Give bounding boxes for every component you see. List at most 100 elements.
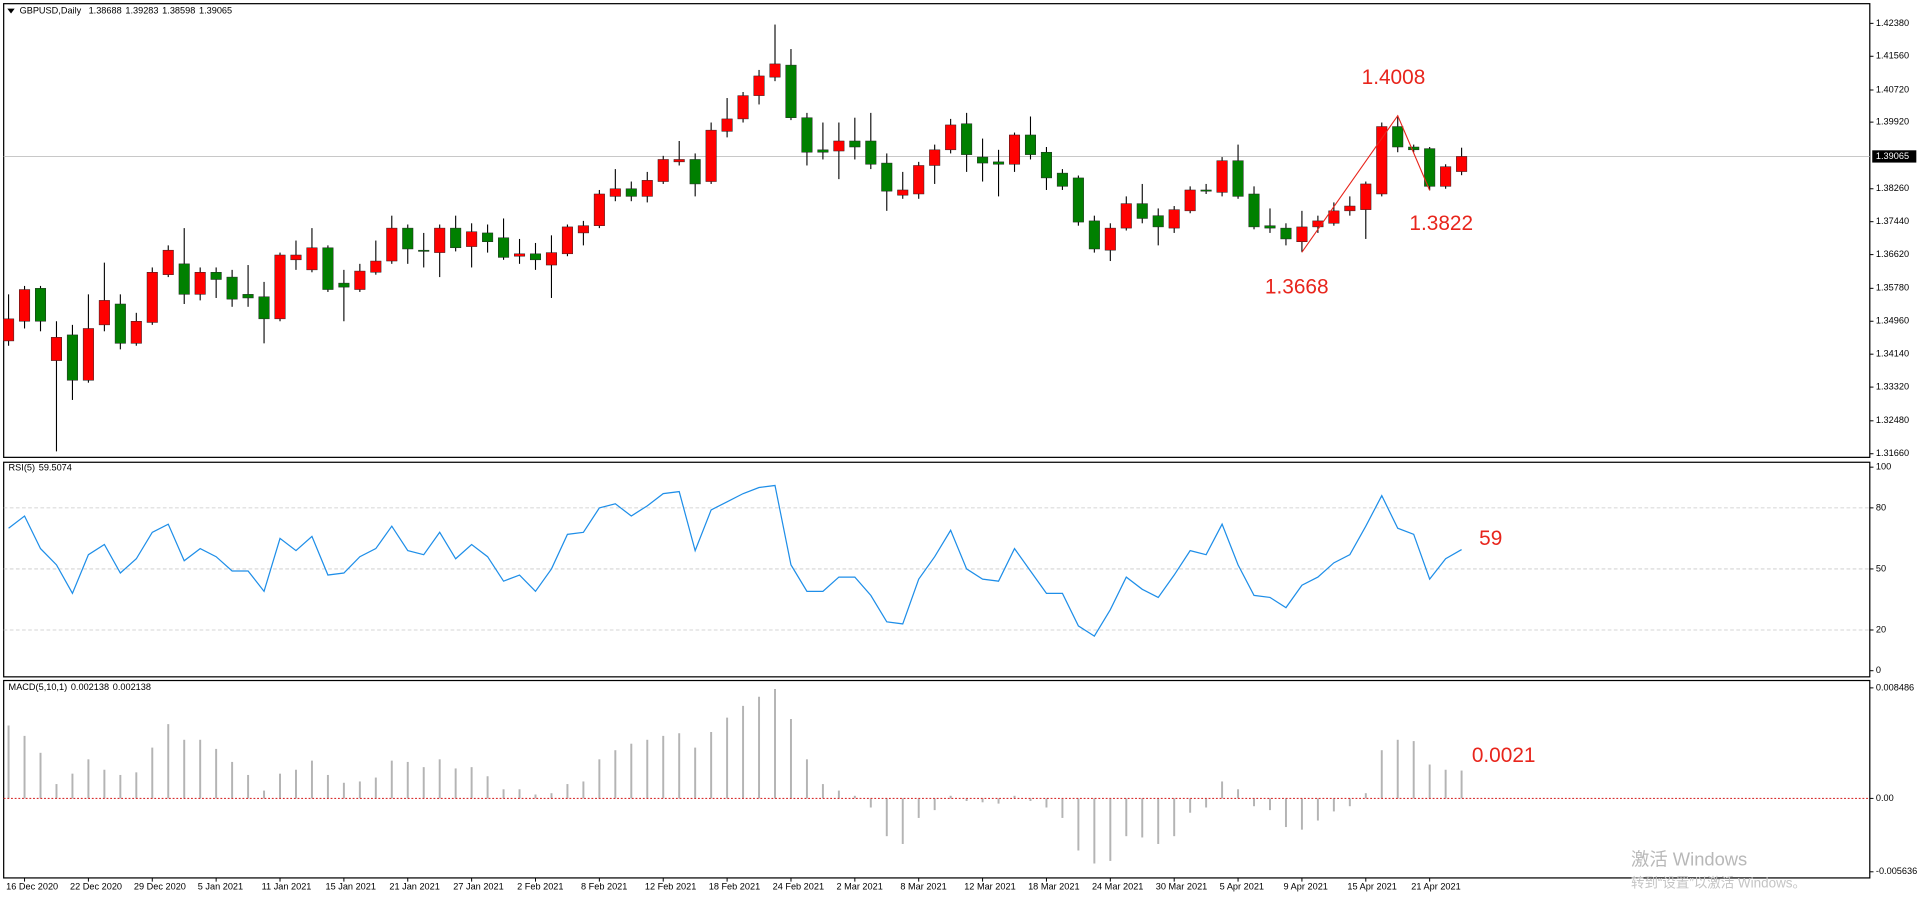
candle-body [466,231,478,247]
symbol-header: GBPUSD,Daily 1.38688 1.39283 1.38598 1.39065 [20,6,233,16]
symbol: GBPUSD,Daily [20,6,82,16]
candle-body [82,328,94,381]
macd-panel-frame [3,679,1871,879]
candle-body [1424,148,1436,187]
candle-body [1232,160,1244,197]
rsi-tick-label: 50 [1876,563,1886,573]
macd-current: 0.002138 [71,682,109,692]
x-tick-label: 18 Mar 2021 [1028,882,1079,892]
x-tick-label: 2 Mar 2021 [836,882,882,892]
candle-body [577,225,589,234]
candle-body [657,159,669,182]
y-tick-label: 1.42380 [1876,18,1909,28]
macd-header: MACD(5,10,1) 0.002138 0.002138 [9,682,151,692]
rsi-annotation: 59 [1479,527,1502,550]
candle-body [1440,166,1452,187]
candle-body [801,117,813,153]
x-tick-label: 22 Dec 2020 [70,882,122,892]
candle-body [1360,183,1372,210]
candle-body [881,162,893,192]
header-low: 1.38598 [162,6,195,16]
current-price-box [1872,150,1917,163]
candle-body [1152,215,1164,228]
x-tick-label: 8 Mar 2021 [900,882,946,892]
macd-signal-current: 0.002138 [113,682,151,692]
candle-body [434,227,446,253]
candle-body [929,149,941,166]
candle-body [130,321,142,344]
rsi-tick-label: 100 [1876,462,1891,472]
candle-body [529,253,542,261]
candle-body [849,140,861,148]
candle-body [1200,189,1212,192]
macd-annotation: 0.0021 [1472,744,1536,767]
candle-body [258,296,270,320]
x-tick-label: 29 Dec 2020 [134,882,186,892]
candle-body [1248,193,1260,228]
candle-body [833,140,845,152]
candle-body [386,227,398,262]
rsi-label: RSI(5) [9,463,35,473]
candle-body [114,303,126,344]
candle-body [977,156,989,164]
candle-body [1168,209,1180,229]
candle-body [274,254,286,320]
y-tick-label: 1.32480 [1876,415,1909,425]
candle-body [19,289,31,322]
zigzag-line [1301,114,1431,253]
header-high: 1.39283 [125,6,158,16]
macd-label: MACD(5,10,1) [9,682,68,692]
x-tick-label: 5 Apr 2021 [1220,882,1264,892]
x-tick-label: 15 Apr 2021 [1347,882,1396,892]
candle-body [1136,203,1148,219]
x-tick-label: 12 Mar 2021 [964,882,1015,892]
candle-body [226,276,238,300]
candle-body [1280,227,1292,240]
price-annotation: 1.4008 [1362,66,1426,89]
y-tick-label: 1.34960 [1876,316,1909,326]
candle-body [1104,227,1116,251]
y-tick-label: 1.36620 [1876,249,1909,259]
candle-body [290,254,302,261]
x-tick-label: 11 Jan 2021 [262,882,312,892]
candle-body [1344,205,1356,212]
rsi-line [8,484,1462,637]
candle-body [162,249,174,275]
candle-body [354,270,366,290]
header-open: 1.38688 [89,6,122,16]
candle-body [242,294,254,299]
candle-body [146,272,158,323]
candle-body [689,159,701,185]
y-tick-label: 1.38260 [1876,183,1909,193]
candle-body [306,247,318,271]
y-tick-label: 1.39920 [1876,117,1909,127]
candle-body [1456,156,1468,172]
candle-body [418,249,430,252]
candle-body [993,161,1005,165]
candle-body [545,252,557,266]
macd-tick-label: 0.00 [1876,793,1894,803]
watermark: 转到“设置”以激活 Windows。 [1631,876,1806,891]
rsi-tick-label: 0 [1876,665,1881,675]
candle-body [1392,126,1404,148]
x-tick-label: 30 Mar 2021 [1156,882,1207,892]
x-tick-label: 16 Dec 2020 [6,882,58,892]
rsi-panel-frame [3,461,1871,678]
rsi-tick-label: 20 [1876,624,1886,634]
candle-body [1024,134,1036,155]
candle-body [34,288,47,322]
x-tick-label: 24 Feb 2021 [773,882,824,892]
candle-body [737,95,749,120]
y-tick-label: 1.34140 [1876,349,1909,359]
candle-body [721,118,733,132]
x-tick-label: 15 Jan 2021 [326,882,376,892]
y-tick-label: 1.31660 [1876,448,1909,458]
candle-body [482,232,494,243]
candle-body [1056,172,1068,187]
rsi-header: RSI(5) 59.5074 [9,463,72,473]
candle-body [913,165,925,195]
candle-body [98,300,110,326]
candle-body [338,282,350,288]
